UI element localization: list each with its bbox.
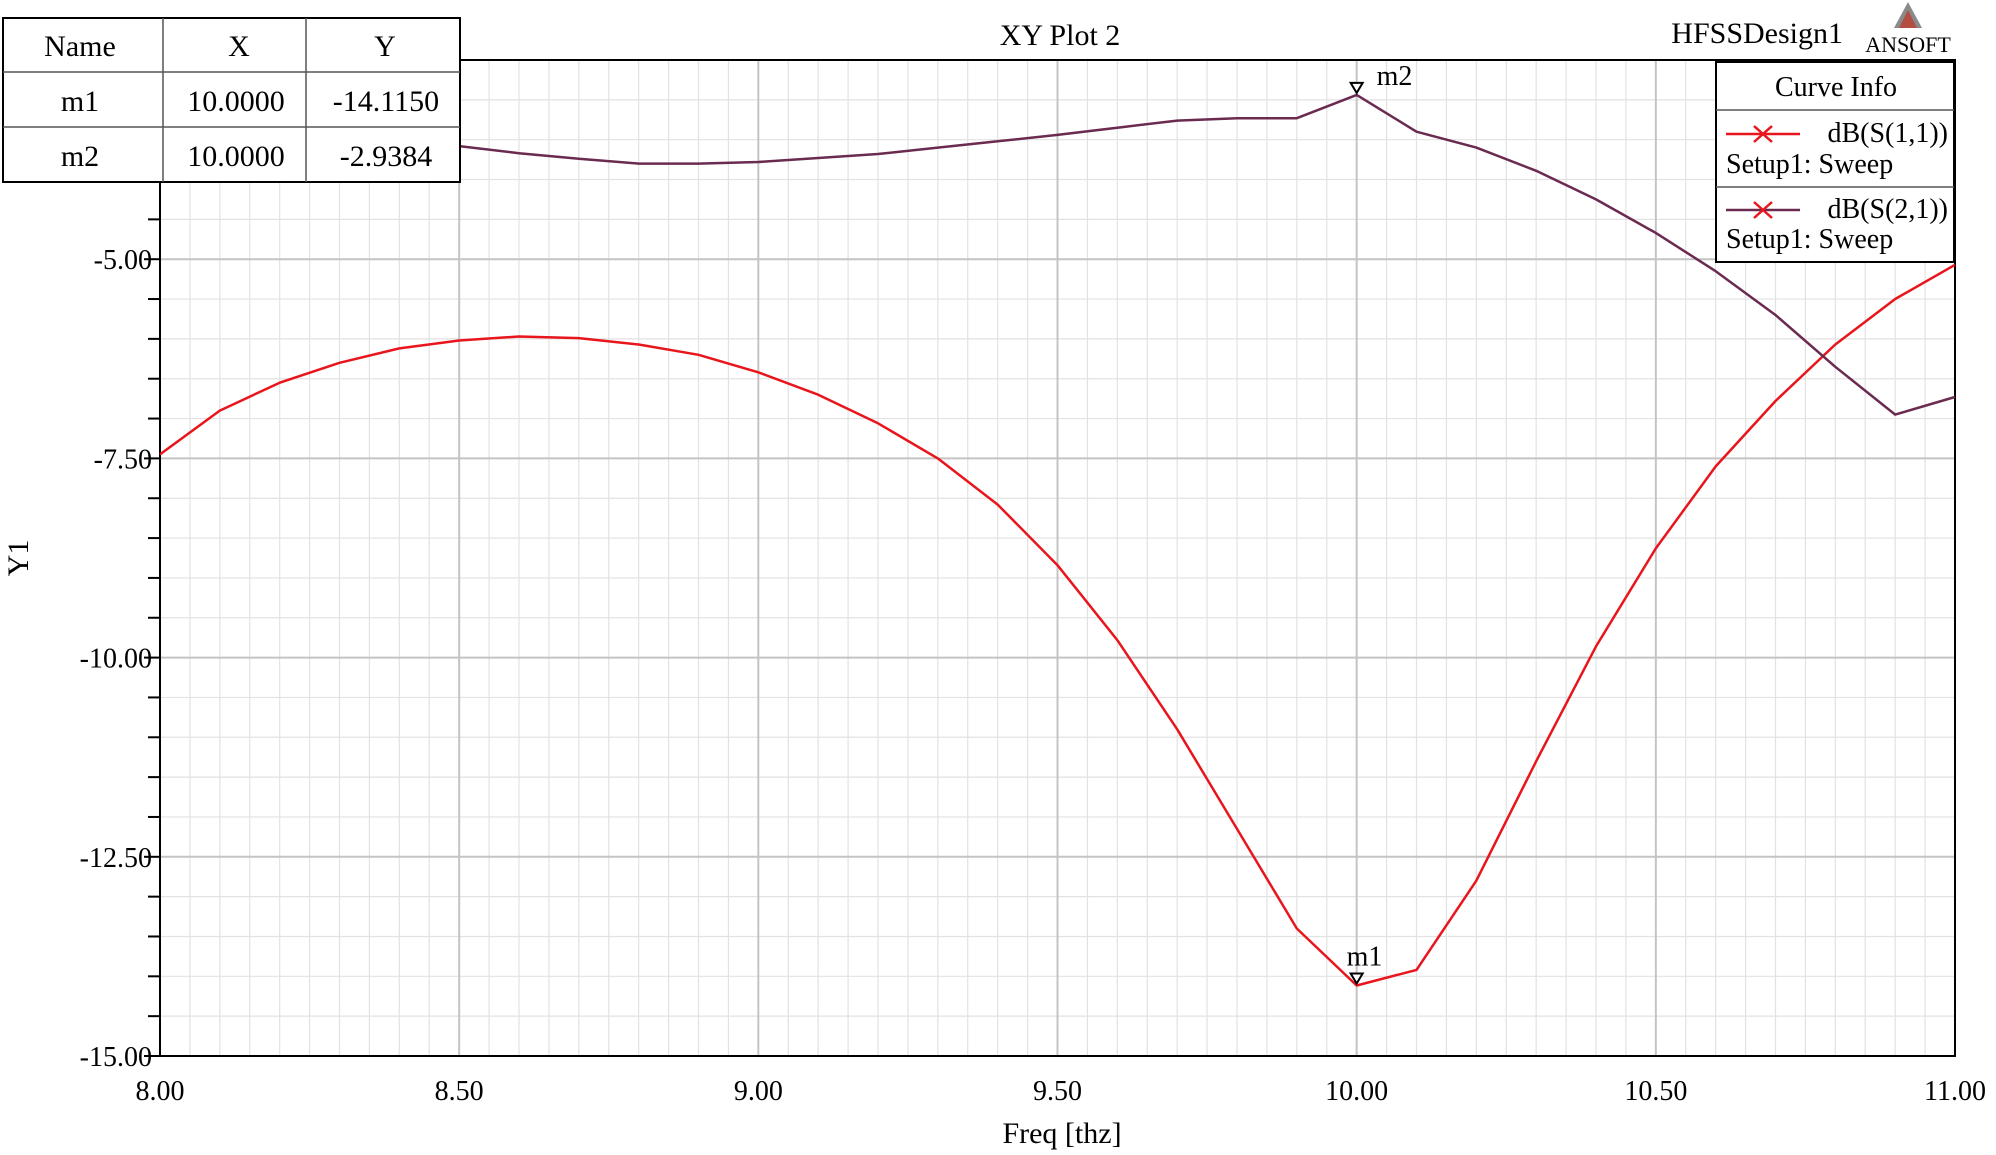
y-tick-label: -5.00 [94,245,152,276]
marker-m1-label: m1 [1347,941,1383,972]
legend: Curve Info dB(S(1,1)) Setup1: Sweep dB(S… [1715,61,1955,263]
y-axis-tick-labels: -5.00 -7.50 -10.00 -12.50 -15.00 [80,245,152,1073]
y-axis-ticks [144,59,160,1057]
ansoft-logo: ANSOFT [1865,2,1951,57]
x-tick-label: 10.00 [1325,1076,1388,1107]
x-tick-label: 9.00 [734,1076,783,1107]
legend-series-setup: Setup1: Sweep [1726,224,1893,255]
table-header-name: Name [44,30,116,63]
table-cell-m1-name: m1 [61,85,99,118]
table-cell-m1-y: -14.1150 [333,85,439,118]
y-tick-label: -15.00 [80,1042,152,1073]
legend-entry-s11: dB(S(1,1)) Setup1: Sweep [1726,118,1948,180]
marker-m2-icon [1348,81,1365,95]
chart-title: XY Plot 2 [1000,19,1121,52]
legend-entry-s21: dB(S(2,1)) Setup1: Sweep [1726,194,1948,255]
x-axis-tick-labels: 8.00 8.50 9.00 9.50 10.00 10.50 11.00 [136,1076,1986,1107]
legend-series-name: dB(S(1,1)) [1827,118,1948,149]
x-tick-label: 8.00 [136,1076,185,1107]
series-line-s11 [159,263,1956,987]
legend-series-name: dB(S(2,1)) [1827,194,1948,225]
table-header-x: X [228,30,250,63]
table-cell-m2-y: -2.9384 [340,140,433,173]
y-tick-label: -10.00 [80,644,152,675]
y-tick-label: -12.50 [80,843,152,874]
x-tick-label: 11.00 [1924,1076,1986,1107]
legend-series-setup: Setup1: Sweep [1726,149,1893,180]
legend-title: Curve Info [1775,72,1897,103]
table-cell-m2-name: m2 [61,140,99,173]
x-tick-label: 10.50 [1624,1076,1687,1107]
table-cell-m1-x: 10.0000 [187,85,285,118]
legend-swatch-s21 [1726,201,1800,219]
legend-swatch-s11 [1726,125,1800,143]
y-tick-label: -7.50 [94,444,152,475]
marker-m2-label: m2 [1377,61,1413,92]
x-tick-label: 8.50 [435,1076,484,1107]
design-name: HFSSDesign1 [1671,17,1843,50]
marker-m1-icon [1348,972,1365,986]
logo-text: ANSOFT [1865,32,1951,57]
plot-frame [159,59,1956,1057]
y-axis-label: Y1 [2,540,35,577]
marker-layer: m1 m2 [1347,61,1413,986]
x-axis-label: Freq [thz] [1002,1117,1121,1150]
x-tick-label: 9.50 [1033,1076,1082,1107]
marker-table: Name X Y m1 10.0000 -14.1150 m2 10.0000 … [2,17,461,183]
table-header-y: Y [374,30,396,63]
table-cell-m2-x: 10.0000 [187,140,285,173]
